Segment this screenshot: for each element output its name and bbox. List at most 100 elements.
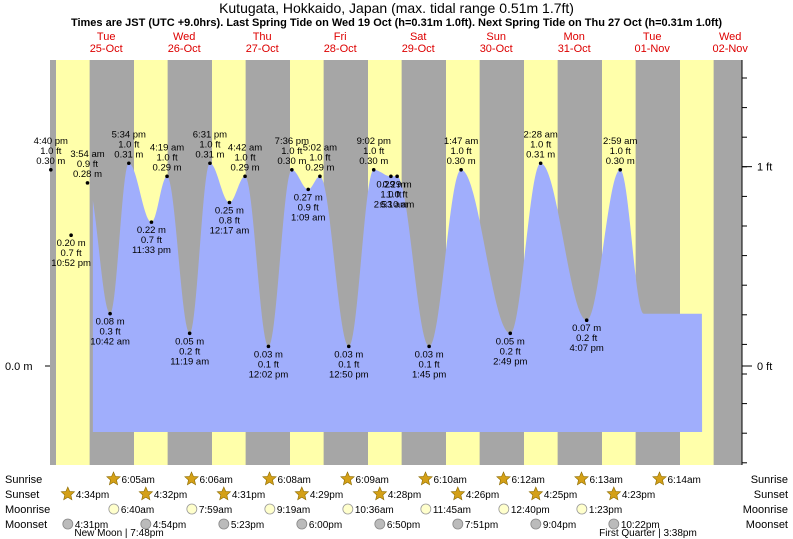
sunset-icon <box>60 486 76 501</box>
date-label: 02-Nov <box>712 43 748 55</box>
tide-label: 0.30 m <box>606 156 635 167</box>
high-tide-marker <box>290 168 294 172</box>
tide-label: 0.7 ft <box>61 248 82 259</box>
tide-label: 0.30 m <box>359 156 388 167</box>
high-tide-marker <box>371 168 376 172</box>
tide-label: 7:36 pm <box>275 136 309 147</box>
tide-label: 12:02 pm <box>249 369 289 380</box>
tide-label: 10:42 am <box>90 337 130 348</box>
tide-label: 0.22 m <box>137 225 166 236</box>
tide-label: 0.05 m <box>175 336 204 347</box>
tide-label: 0.29 m <box>383 179 412 190</box>
moonset-time: 9:04pm <box>543 520 576 531</box>
day-of-week-label: Wed <box>173 31 195 43</box>
tide-label: 4:42 am <box>228 142 262 153</box>
day-of-week-label: Tue <box>643 31 662 43</box>
moonrise-time: 7:59am <box>199 505 232 516</box>
high-tide-marker <box>318 174 322 179</box>
tide-label: 1:47 am <box>444 136 478 147</box>
sunrise-icon <box>418 471 433 486</box>
moonset-icon <box>140 518 152 530</box>
low-tide-marker <box>395 174 399 179</box>
tide-label: 9:02 pm <box>357 136 391 147</box>
tide-label: 0.20 m <box>57 238 86 249</box>
tide-label: 4:19 am <box>150 142 184 153</box>
date-label: 27-Oct <box>246 43 279 55</box>
high-tide-marker <box>618 168 623 172</box>
tide-label: 1.0 ft <box>363 146 384 157</box>
tide-label: 0.27 m <box>294 192 323 203</box>
sunset-icon <box>528 486 544 501</box>
sunrise-time: 6:13am <box>590 475 623 486</box>
tide-label: 2:28 am <box>523 129 557 140</box>
sunrise-time: 6:06am <box>200 475 233 486</box>
moonrise-icon <box>186 503 198 515</box>
tide-label: 0.1 ft <box>258 359 279 370</box>
tide-label: 0.29 m <box>231 162 260 173</box>
night-band <box>50 60 56 465</box>
sunrise-icon <box>340 471 355 486</box>
tide-label: 0.2 ft <box>500 346 521 357</box>
sunrise-icon <box>262 471 277 486</box>
date-label: 30-Oct <box>480 43 513 55</box>
left-axis-tick-label: 0.0 m <box>5 361 33 373</box>
sunrise-icon <box>652 471 667 486</box>
day-of-week-label: Thu <box>253 31 272 43</box>
date-label: 25-Oct <box>90 43 123 55</box>
sunrise-time: 6:12am <box>512 475 545 486</box>
moonset-time: 7:51pm <box>465 520 498 531</box>
sunset-icon <box>138 486 154 501</box>
tide-label: 12:17 am <box>210 226 250 237</box>
moonset-time: 10:22pm <box>621 520 660 531</box>
tide-label: 5:02 am <box>303 142 337 153</box>
tide-label: 0.03 m <box>254 349 283 360</box>
low-tide-marker <box>584 318 589 323</box>
date-label: 31-Oct <box>558 43 591 55</box>
tide-label: 0.7 ft <box>141 235 162 246</box>
moonset-icon <box>608 518 620 530</box>
sunrise-icon <box>184 471 199 486</box>
tide-label: 0.1 ft <box>338 359 359 370</box>
tide-label: 1.0 ft <box>380 189 401 200</box>
tide-label: 3:54 am <box>70 149 104 160</box>
sunset-icon <box>294 486 310 501</box>
moonrise-time: 12:40pm <box>511 505 550 516</box>
tide-label: 5:34 pm <box>112 129 146 140</box>
tide-label: 0.30 m <box>277 156 306 167</box>
date-label: 01-Nov <box>634 43 670 55</box>
low-tide-marker <box>266 344 271 349</box>
moonset-time: 4:54pm <box>153 520 186 531</box>
sunset-time: 4:26pm <box>466 490 499 501</box>
moonrise-time: 6:40am <box>121 505 154 516</box>
tide-label: 0.05 m <box>496 336 525 347</box>
tide-label: 1.0 ft <box>451 146 472 157</box>
moonrise-icon <box>264 503 276 515</box>
tide-label: 10:52 pm <box>51 258 91 269</box>
tide-label: 1:09 am <box>291 212 325 223</box>
tide-label: 0.29 m <box>376 179 405 190</box>
moonset-row-label-right: Moonset <box>746 519 788 531</box>
moonset-row-label: Moonset <box>5 519 47 531</box>
sunset-time: 4:28pm <box>388 490 421 501</box>
tide-label: 0.08 m <box>96 317 125 328</box>
moonrise-time: 9:19am <box>277 505 310 516</box>
tide-label: 0.9 ft <box>77 159 98 170</box>
tide-label: 1.0 ft <box>199 139 220 150</box>
moonrise-icon <box>498 503 510 515</box>
sunset-icon <box>216 486 232 501</box>
tide-label: 1:45 pm <box>412 369 446 380</box>
day-of-week-label: Sun <box>486 31 506 43</box>
tide-label: 2:53 am <box>374 199 408 210</box>
first-quarter-label: First Quarter | 3:38pm <box>599 528 697 539</box>
tide-label: 0.28 m <box>73 169 102 180</box>
tide-label: 1.0 ft <box>309 152 330 163</box>
tide-label: 2:49 pm <box>493 356 527 367</box>
tide-label: 0.9 ft <box>298 202 319 213</box>
moonrise-icon <box>576 503 588 515</box>
high-tide-marker <box>538 161 543 166</box>
tide-label: 2:59 am <box>603 136 637 147</box>
moonrise-row-label-right: Moonrise <box>743 504 788 516</box>
sunset-time: 4:29pm <box>310 490 343 501</box>
tide-label: 0.29 m <box>305 162 334 173</box>
sunrise-icon <box>574 471 589 486</box>
